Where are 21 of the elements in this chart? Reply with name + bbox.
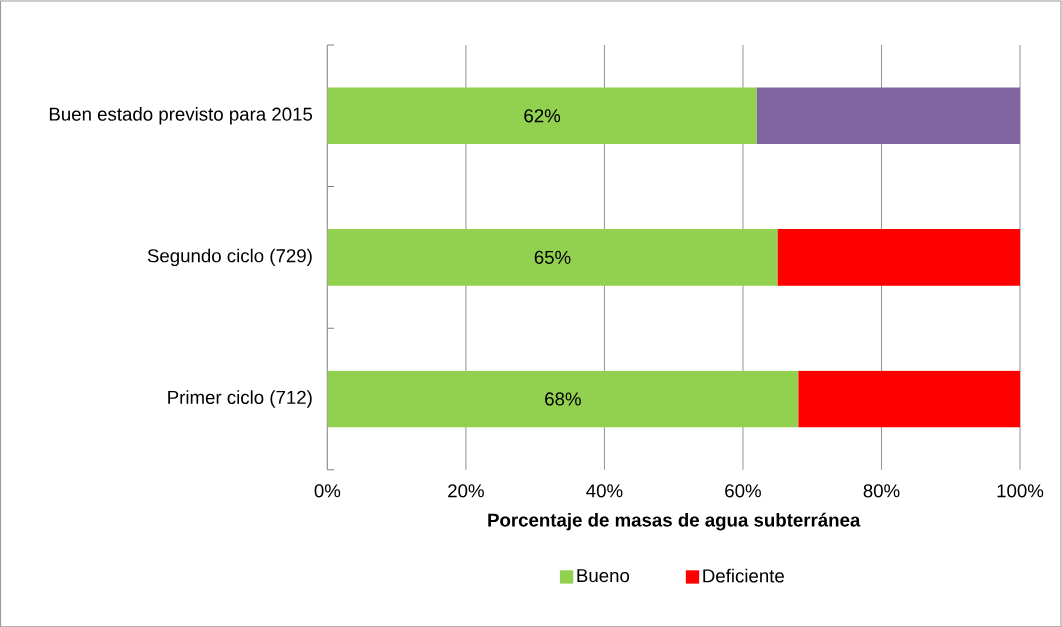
x-tick-label: 100% xyxy=(997,484,1044,498)
bar xyxy=(327,370,799,428)
legend-label: Bueno xyxy=(577,569,630,583)
bar xyxy=(327,87,757,144)
x-tick-label: 80% xyxy=(863,484,900,498)
bar xyxy=(798,370,1021,428)
x-tick-label: 20% xyxy=(448,484,484,498)
x-axis-title: Porcentaje de masas de agua subterránea xyxy=(488,512,861,531)
data-label: 62% xyxy=(524,109,561,123)
y-tick-label: Segundo ciclo (729) xyxy=(147,248,312,266)
bar xyxy=(327,228,778,286)
x-tick-label: 60% xyxy=(725,484,761,498)
x-tick-label: 0% xyxy=(314,484,341,498)
bar xyxy=(756,87,1021,144)
y-tick-label: Primer ciclo (712) xyxy=(168,390,312,408)
x-tick-label: 40% xyxy=(586,484,623,498)
data-label: 68% xyxy=(545,392,581,406)
bar xyxy=(777,228,1021,286)
legend-label: Deficiente xyxy=(703,568,784,583)
data-label: 65% xyxy=(534,250,571,264)
y-tick-label: Buen estado previsto para 2015 xyxy=(49,106,313,125)
